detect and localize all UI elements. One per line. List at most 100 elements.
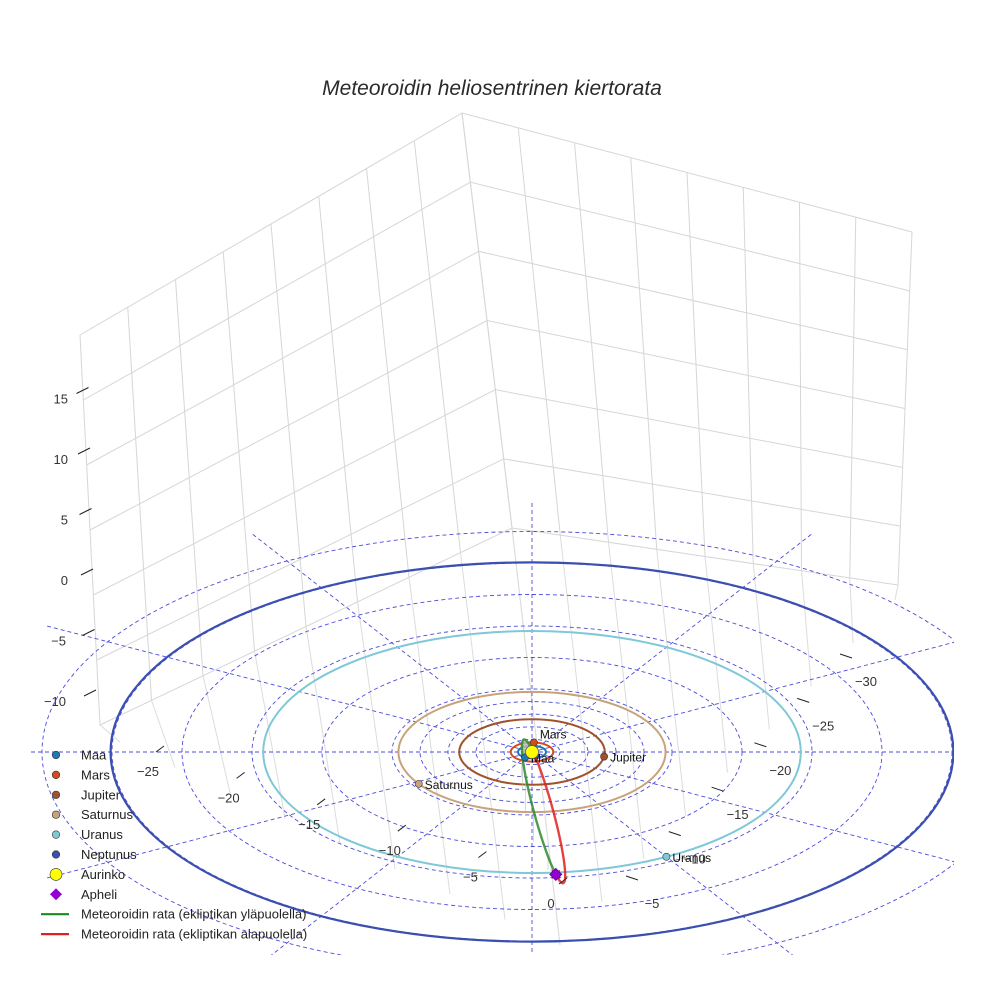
legend-label: Jupiter [81, 787, 121, 802]
grid-line [99, 527, 899, 726]
z-tick-label: 5 [61, 513, 68, 528]
legend-label: Neptunus [81, 847, 137, 862]
radial-line [531, 751, 794, 955]
radial-line [531, 751, 954, 863]
planet-orbit-neptunus [109, 561, 954, 943]
floor-grid-line [151, 700, 176, 768]
z-tick-mark [77, 447, 91, 455]
floor-grid-line [559, 535, 603, 902]
legend-label: Apheli [81, 887, 117, 902]
y-tick-label: −25 [812, 718, 834, 733]
planet-marker-saturnus [414, 779, 423, 788]
axis-ticks: −10 −5 0 5 10 15 −25 −20 −15 −10 −5 0 −5 −10 −15 −20 −25… [44, 387, 877, 911]
chart-title: Meteoroidin heliosentrinen kiertorata [322, 77, 662, 100]
x-tick-mark [155, 745, 165, 753]
y-tick-label: −5 [645, 896, 660, 911]
legend-marker [51, 810, 61, 819]
floor-grid-line [752, 563, 770, 730]
planet-marker-uranus [662, 852, 671, 861]
legend-label: Mars [81, 767, 110, 782]
axes-box-grid [79, 112, 913, 946]
z-tick-mark [76, 387, 89, 394]
planet-label-saturnus: Saturnus [425, 778, 473, 792]
legend-marker [51, 750, 61, 760]
floor-grid-line [305, 626, 341, 844]
x-tick-mark [478, 851, 487, 858]
legend-label: Meteoroidin rata (ekliptikan alapuolella… [81, 927, 307, 942]
x-tick-mark [558, 877, 568, 885]
z-tick-label: 10 [54, 452, 68, 467]
z-tick-label: 15 [54, 392, 68, 407]
z-tick-mark [79, 508, 92, 515]
legend-label: Meteoroidin rata (ekliptikan yläpuolella… [81, 907, 306, 922]
z-tick-label: −5 [51, 634, 66, 649]
legend-marker [51, 850, 61, 859]
y-tick-mark [668, 831, 681, 837]
legend-marker [51, 830, 61, 839]
planet-marker-mars [529, 738, 538, 747]
y-tick-mark [839, 653, 853, 659]
legend-marker [51, 790, 61, 799]
floor-grid-line [801, 570, 812, 687]
z-tick-mark [83, 689, 97, 697]
x-tick-mark [236, 772, 245, 779]
floor-grid-line [894, 584, 899, 601]
floor-grid-line [99, 724, 121, 743]
sun-marker [525, 745, 539, 759]
z-tick-mark [82, 629, 95, 636]
z-tick-mark [80, 568, 94, 576]
planet-orbit-uranus [262, 630, 802, 874]
grid-line [83, 181, 910, 401]
planet-orbits [109, 561, 954, 943]
grid-line [96, 458, 901, 661]
legend-label: Uranus [81, 827, 123, 842]
x-tick-label: −25 [137, 764, 159, 779]
z-tick-label: 0 [61, 573, 68, 588]
x-tick-label: −20 [218, 790, 240, 805]
legend-marker [50, 888, 62, 901]
x-tick-mark [316, 798, 326, 806]
y-tick-mark [711, 786, 724, 792]
grid-line [79, 112, 913, 336]
planet-orbit-saturnus [397, 690, 667, 814]
meteoroid-path-above [520, 738, 557, 875]
grid-line [89, 319, 906, 531]
floor-grid-line [656, 549, 687, 816]
floor-grid-line [849, 577, 854, 644]
floor-grid-line [408, 577, 451, 895]
legend-label: Aurinko [81, 867, 125, 882]
y-tick-mark [797, 697, 810, 703]
x-tick-label: 0 [547, 896, 554, 911]
floor-grid-line [254, 651, 286, 819]
radial-line [531, 533, 813, 753]
y-tick-mark [625, 875, 639, 881]
planet-label-mars: Mars [540, 727, 567, 741]
y-tick-mark [754, 742, 767, 748]
y-tick-label: −30 [855, 674, 877, 689]
planet-label-jupiter: Jupiter [610, 751, 646, 765]
y-tick-label: −15 [727, 807, 749, 822]
floor-grid-line [202, 675, 231, 793]
floor-grid-line [460, 552, 506, 920]
radial-line [531, 641, 954, 753]
legend-marker [49, 868, 63, 881]
z-tick-label: −10 [44, 694, 66, 709]
apheli-marker [549, 867, 563, 881]
radial-line [251, 533, 533, 753]
x-tick-mark [397, 824, 407, 832]
planet-label-uranus: Uranus [672, 851, 711, 865]
legend-marker [51, 770, 61, 780]
floor-grid-line [357, 601, 396, 869]
planet-marker-jupiter [600, 752, 608, 761]
x-tick-label: −10 [379, 843, 401, 858]
legend-label: Maa [81, 748, 107, 763]
y-tick-label: −10 [684, 852, 706, 867]
x-tick-label: −5 [463, 870, 478, 885]
y-tick-label: −20 [769, 763, 791, 778]
grid-line [86, 250, 908, 466]
radial-line [270, 751, 533, 955]
legend: Maa Mars Jupiter Saturnus Uranus Neptunus Auri… [41, 748, 307, 942]
floor-grid-line [608, 542, 645, 859]
